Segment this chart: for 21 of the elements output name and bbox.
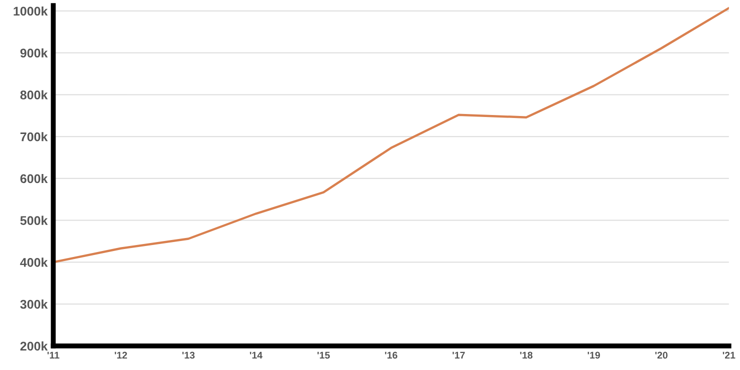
y-tick-label: 300k <box>20 300 48 309</box>
x-tick-label: '12 <box>114 352 128 359</box>
x-tick-label: '15 <box>317 352 330 359</box>
x-tick-label: '11 <box>48 352 60 359</box>
y-tick-label: 1000k <box>14 6 48 16</box>
line-series <box>53 6 729 264</box>
x-tick-label: '18 <box>520 352 532 359</box>
y-tick-label: 400k <box>20 258 48 267</box>
y-tick-label: 600k <box>20 174 48 184</box>
x-tick-label: '14 <box>250 352 262 359</box>
x-tick-label: '16 <box>385 352 398 359</box>
y-tick-label: 900k <box>20 48 48 58</box>
x-tick-label: '13 <box>182 352 195 359</box>
y-tick-label: 700k <box>20 132 48 142</box>
x-tick-label: '19 <box>588 352 600 359</box>
x-tick-label: '20 <box>655 352 668 359</box>
y-tick-label: 200k <box>20 341 48 351</box>
x-tick-label: '17 <box>452 352 465 359</box>
y-tick-label: 500k <box>20 216 48 225</box>
x-tick-label: '21 <box>722 352 736 359</box>
y-tick-label: 800k <box>20 90 48 100</box>
